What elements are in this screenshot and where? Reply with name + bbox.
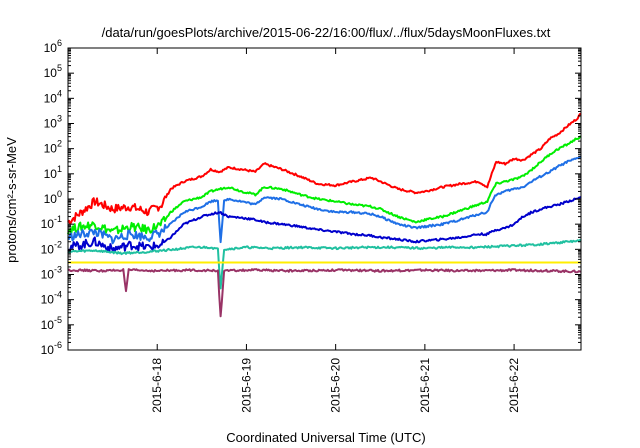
plot-frame bbox=[67, 47, 582, 351]
y-tick-label: 106 bbox=[44, 38, 62, 55]
y-tick-label: 10-1 bbox=[41, 214, 62, 231]
x-tick-label: 2015-6-18 bbox=[150, 358, 164, 413]
series-line-1 bbox=[67, 112, 582, 225]
series-line-3 bbox=[67, 155, 582, 245]
x-axis-label: Coordinated Universal Time (UTC) bbox=[226, 430, 425, 445]
y-tick-label: 104 bbox=[44, 88, 62, 105]
series-line-4 bbox=[67, 196, 582, 253]
series-line-2 bbox=[67, 135, 582, 235]
y-tick-label: 102 bbox=[44, 139, 62, 156]
y-tick-label: 10-6 bbox=[41, 340, 62, 357]
y-axis-label: protons/cm²-s-sr-MeV bbox=[4, 137, 19, 263]
y-tick-label: 10-2 bbox=[41, 239, 62, 256]
y-tick-label: 101 bbox=[44, 164, 62, 181]
y-tick-label: 10-4 bbox=[41, 290, 62, 307]
series-line-5 bbox=[67, 238, 582, 290]
y-tick-label: 10-3 bbox=[41, 265, 62, 282]
y-tick-label: 100 bbox=[44, 189, 62, 206]
x-tick-label: 2015-6-21 bbox=[418, 358, 432, 413]
x-tick-label: 2015-6-20 bbox=[329, 358, 343, 413]
series-layer bbox=[67, 112, 582, 318]
y-tick-label: 103 bbox=[44, 114, 62, 131]
chart-title: /data/run/goesPlots/archive/2015-06-22/1… bbox=[102, 25, 551, 40]
y-tick-label: 105 bbox=[44, 63, 62, 80]
y-tick-label: 10-5 bbox=[41, 315, 62, 332]
x-tick-label: 2015-6-19 bbox=[239, 358, 253, 413]
x-tick-label: 2015-6-22 bbox=[507, 358, 521, 413]
series-line-7 bbox=[67, 268, 582, 318]
